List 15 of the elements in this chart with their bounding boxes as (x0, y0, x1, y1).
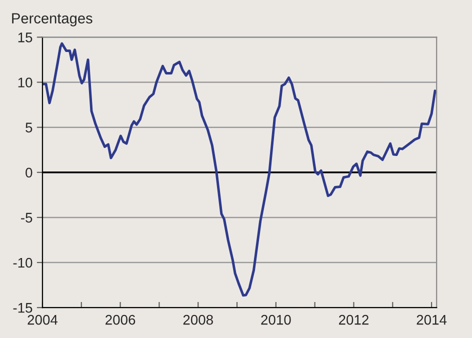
y-tick-label: -10 (13, 258, 32, 268)
y-tick-label: 5 (26, 122, 32, 132)
y-tick-label: -15 (13, 303, 32, 313)
x-tick-label: 2010 (261, 314, 291, 325)
x-tick-label: 2008 (183, 314, 213, 325)
y-axis-title: Percentages (12, 13, 92, 26)
y-tick-label: 0 (26, 168, 32, 178)
x-tick-label: 2012 (338, 314, 368, 325)
line-series (42, 42, 436, 297)
x-tick-label: 2014 (416, 314, 447, 325)
x-tick-label: 2004 (28, 314, 58, 325)
y-tick-label: 10 (18, 78, 32, 88)
x-tick-label: 2006 (106, 314, 136, 325)
y-tick-label: 15 (18, 32, 32, 42)
y-tick-label: -5 (21, 212, 32, 223)
